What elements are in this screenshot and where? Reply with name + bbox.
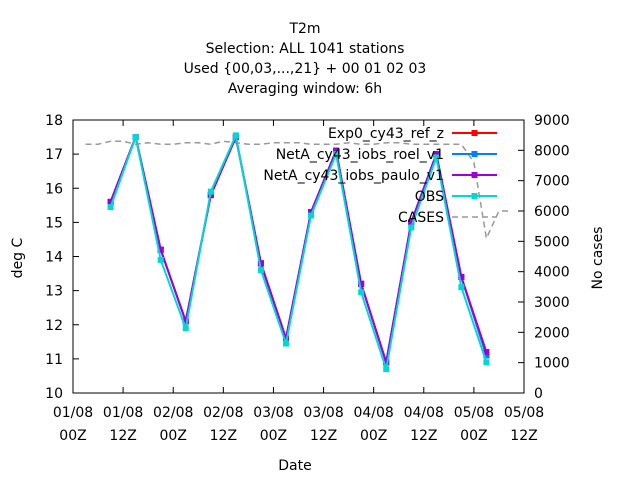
series-layer (107, 132, 490, 373)
y2-tick-label: 9000 (534, 113, 570, 129)
chart-title: T2m Selection: ALL 1041 stations Used {00,… (184, 21, 427, 97)
legend-label: CASES (398, 210, 444, 226)
data-point (458, 284, 465, 291)
data-point (107, 204, 114, 211)
data-point (383, 366, 390, 373)
data-point (408, 224, 415, 231)
y-tick-label: 14 (45, 250, 63, 266)
y2-tick-label: 6000 (534, 204, 570, 220)
legend: Exp0_cy43_ref_z NetA_cy43_iobs_roel_v1 Net… (263, 126, 497, 226)
data-point (132, 134, 139, 141)
x-tick-label-hour: 00Z (460, 428, 487, 444)
legend-label: OBS (415, 189, 444, 205)
data-point (182, 318, 189, 325)
data-point (358, 289, 365, 296)
title-line: Averaging window: 6h (228, 81, 382, 97)
legend-label: NetA_cy43_iobs_roel_v1 (276, 147, 444, 163)
y-tick-label: 18 (45, 113, 63, 129)
x-tick-label-hour: 12Z (210, 428, 237, 444)
title-line: Used {00,03,...,21} + 00 01 02 03 (184, 61, 427, 77)
x-axis: 01/08 00Z 01/08 12Z 02/08 00Z 02/08 12Z 03/08 00Z… (53, 120, 544, 444)
x-tick-label-date: 01/08 (103, 405, 143, 421)
x-tick-label-date: 02/08 (153, 405, 193, 421)
y2-tick-label: 3000 (534, 295, 570, 311)
y-axis-label: deg C (10, 237, 26, 278)
data-point (308, 209, 315, 216)
data-point (408, 219, 415, 226)
data-point (157, 246, 164, 253)
title-line: Selection: ALL 1041 stations (206, 41, 405, 57)
x-tick-label-date: 05/08 (454, 405, 494, 421)
cases-line (85, 140, 512, 241)
y2-tick-label: 4000 (534, 265, 570, 281)
data-point (308, 212, 315, 219)
y-tick-label: 11 (45, 352, 63, 368)
x-tick-label-date: 04/08 (353, 405, 393, 421)
x-tick-label-date: 03/08 (303, 405, 343, 421)
legend-label: Exp0_cy43_ref_z (328, 126, 444, 142)
x-tick-label-hour: 12Z (510, 428, 537, 444)
x-tick-label-hour: 00Z (59, 428, 86, 444)
data-point (157, 256, 164, 263)
data-point (282, 340, 289, 347)
title-line: T2m (288, 21, 320, 37)
data-point (383, 359, 390, 366)
y-axis-left: 10 11 12 13 14 15 16 17 18 (45, 113, 79, 402)
data-point (458, 273, 465, 280)
x-tick-label-date: 01/08 (53, 405, 93, 421)
y2-axis-label: No cases (590, 227, 606, 290)
legend-marker (471, 151, 478, 157)
x-tick-label-hour: 12Z (310, 428, 337, 444)
y2-tick-label: 0 (534, 386, 543, 402)
x-tick-label-date: 02/08 (203, 405, 243, 421)
data-point (232, 132, 239, 139)
x-tick-label-date: 04/08 (404, 405, 444, 421)
data-point (483, 349, 490, 356)
x-tick-label-hour: 12Z (410, 428, 437, 444)
x-tick-label-hour: 00Z (160, 428, 187, 444)
y2-tick-label: 8000 (534, 143, 570, 159)
data-point (358, 280, 365, 287)
legend-marker (471, 172, 478, 178)
data-point (483, 359, 490, 366)
data-point (333, 147, 340, 154)
data-point (433, 154, 440, 161)
x-tick-label-hour: 00Z (260, 428, 287, 444)
legend-marker (471, 193, 478, 199)
y2-tick-label: 5000 (534, 234, 570, 250)
legend-marker (471, 130, 478, 136)
y-tick-label: 12 (45, 318, 63, 334)
series-line (109, 132, 488, 370)
x-axis-label: Date (278, 458, 311, 474)
y-tick-label: 13 (45, 284, 63, 300)
data-point (333, 151, 340, 158)
y-tick-label: 15 (45, 215, 63, 231)
cases-series (85, 140, 512, 241)
data-point (483, 352, 490, 359)
y-tick-label: 16 (45, 181, 63, 197)
data-point (182, 325, 189, 332)
x-tick-label-hour: 12Z (109, 428, 136, 444)
data-point (207, 188, 214, 195)
data-point (257, 267, 264, 274)
y-tick-label: 10 (45, 386, 63, 402)
y-axis-right: 0 1000 2000 3000 4000 5000 6000 7000 8000 9000 (518, 113, 570, 402)
x-tick-label-date: 03/08 (253, 405, 293, 421)
data-point (107, 198, 114, 205)
legend-label: NetA_cy43_iobs_paulo_v1 (263, 168, 444, 184)
x-tick-label-hour: 00Z (360, 428, 387, 444)
y2-tick-label: 1000 (534, 356, 570, 372)
y2-tick-label: 2000 (534, 325, 570, 341)
data-point (433, 151, 440, 158)
series-3 (107, 132, 490, 373)
data-point (257, 260, 264, 267)
x-tick-label-date: 05/08 (504, 405, 544, 421)
y2-tick-label: 7000 (534, 174, 570, 190)
y-tick-label: 17 (45, 147, 63, 163)
